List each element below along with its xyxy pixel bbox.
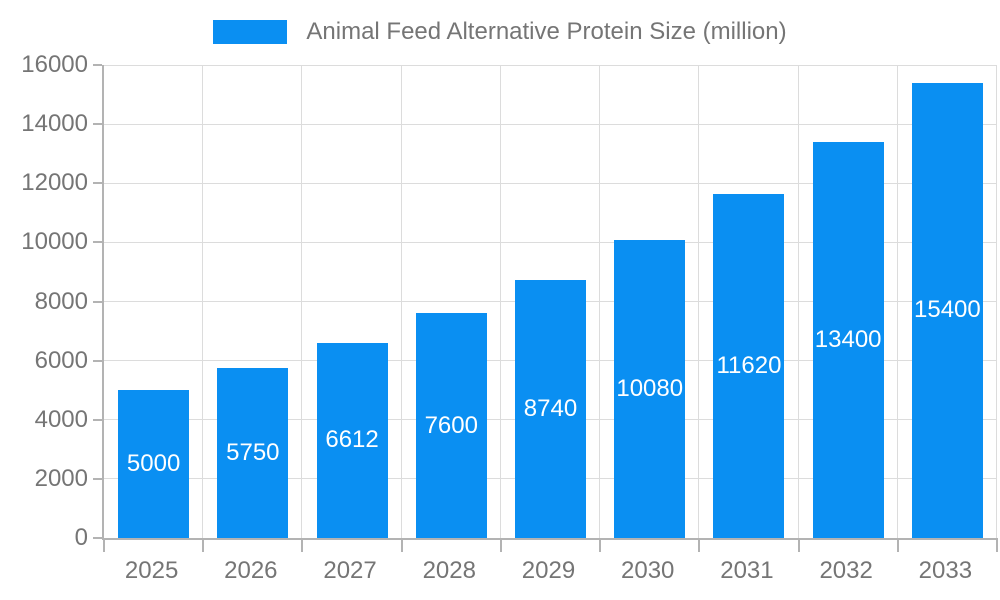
x-axis-tick <box>499 538 502 552</box>
x-tick-label: 2026 <box>224 557 278 584</box>
y-axis-tick <box>93 359 102 362</box>
bar[interactable]: 7600 <box>415 313 487 538</box>
v-gridline <box>599 65 601 538</box>
x-tick-label: 2028 <box>422 557 476 584</box>
y-axis-tick <box>93 123 102 126</box>
bar[interactable]: 13400 <box>812 141 884 538</box>
bar[interactable]: 10080 <box>614 240 686 538</box>
bar-value-label: 11620 <box>716 352 782 380</box>
bar[interactable]: 6612 <box>316 342 388 538</box>
x-axis-tick <box>797 538 800 552</box>
v-gridline <box>797 65 799 538</box>
y-tick-label: 12000 <box>21 169 88 197</box>
x-tick-label: 2032 <box>819 557 873 584</box>
h-gridline <box>104 64 997 66</box>
bar[interactable]: 5750 <box>217 368 289 538</box>
bar[interactable]: 15400 <box>911 82 983 538</box>
y-axis-tick <box>93 64 102 66</box>
bar[interactable]: 8740 <box>515 279 586 538</box>
x-axis-tick <box>599 538 602 552</box>
x-tick-label: 2029 <box>521 557 576 584</box>
y-tick-label: 8000 <box>34 287 88 315</box>
bar-value-label: 13400 <box>814 325 882 353</box>
v-gridline <box>896 65 898 538</box>
bar-value-label: 5750 <box>226 439 280 466</box>
x-axis-tick <box>400 538 403 552</box>
y-axis-tick <box>93 537 102 539</box>
x-tick-label: 2033 <box>918 557 973 584</box>
bar-value-label: 8740 <box>523 394 578 422</box>
v-gridline <box>400 65 402 538</box>
y-tick-label: 14000 <box>21 110 88 138</box>
bar-value-label: 10080 <box>616 375 684 402</box>
x-axis-tick <box>202 538 205 552</box>
v-gridline <box>698 65 700 538</box>
x-axis-tick <box>301 538 304 552</box>
bar-value-label: 15400 <box>914 296 981 324</box>
y-tick-label: 4000 <box>34 405 88 433</box>
plot-area: 5000 5750 6612 7600 8740 10080 11620 13400 15400 <box>93 64 998 552</box>
x-tick-label: 2031 <box>720 557 774 584</box>
bar[interactable]: 11620 <box>713 194 785 538</box>
x-tick-label: 2030 <box>621 557 675 584</box>
y-tick-label: 16000 <box>21 51 88 78</box>
v-gridline <box>202 65 204 538</box>
x-axis-tick <box>996 538 998 552</box>
y-tick-label: 6000 <box>34 346 88 374</box>
v-gridline <box>499 65 501 538</box>
x-axis-tick <box>103 538 105 552</box>
y-axis-tick <box>93 477 102 480</box>
bar-value-label: 5000 <box>126 450 181 478</box>
x-axis-tick <box>896 538 899 552</box>
v-gridline <box>996 65 997 538</box>
legend-swatch[interactable] <box>213 20 288 44</box>
v-gridline <box>301 65 303 538</box>
y-axis-tick <box>93 241 102 244</box>
legend-label[interactable]: Animal Feed Alternative Protein Size (mi… <box>306 18 787 45</box>
y-axis-tick <box>93 418 102 421</box>
x-axis-tick <box>698 538 701 552</box>
y-tick-label: 10000 <box>21 228 88 256</box>
h-gridline <box>104 241 997 243</box>
bar-value-label: 7600 <box>424 411 478 439</box>
y-tick-label: 2000 <box>34 464 88 492</box>
bar[interactable]: 5000 <box>118 390 190 538</box>
bar-value-label: 6612 <box>325 426 379 454</box>
y-axis-tick <box>93 182 102 185</box>
legend[interactable]: Animal Feed Alternative Protein Size (mi… <box>0 13 1000 51</box>
y-tick-label: 0 <box>74 524 88 551</box>
h-gridline <box>104 182 997 184</box>
h-gridline <box>104 123 997 125</box>
x-tick-label: 2025 <box>124 557 179 584</box>
y-axis-tick <box>93 300 102 303</box>
x-tick-label: 2027 <box>323 557 377 584</box>
